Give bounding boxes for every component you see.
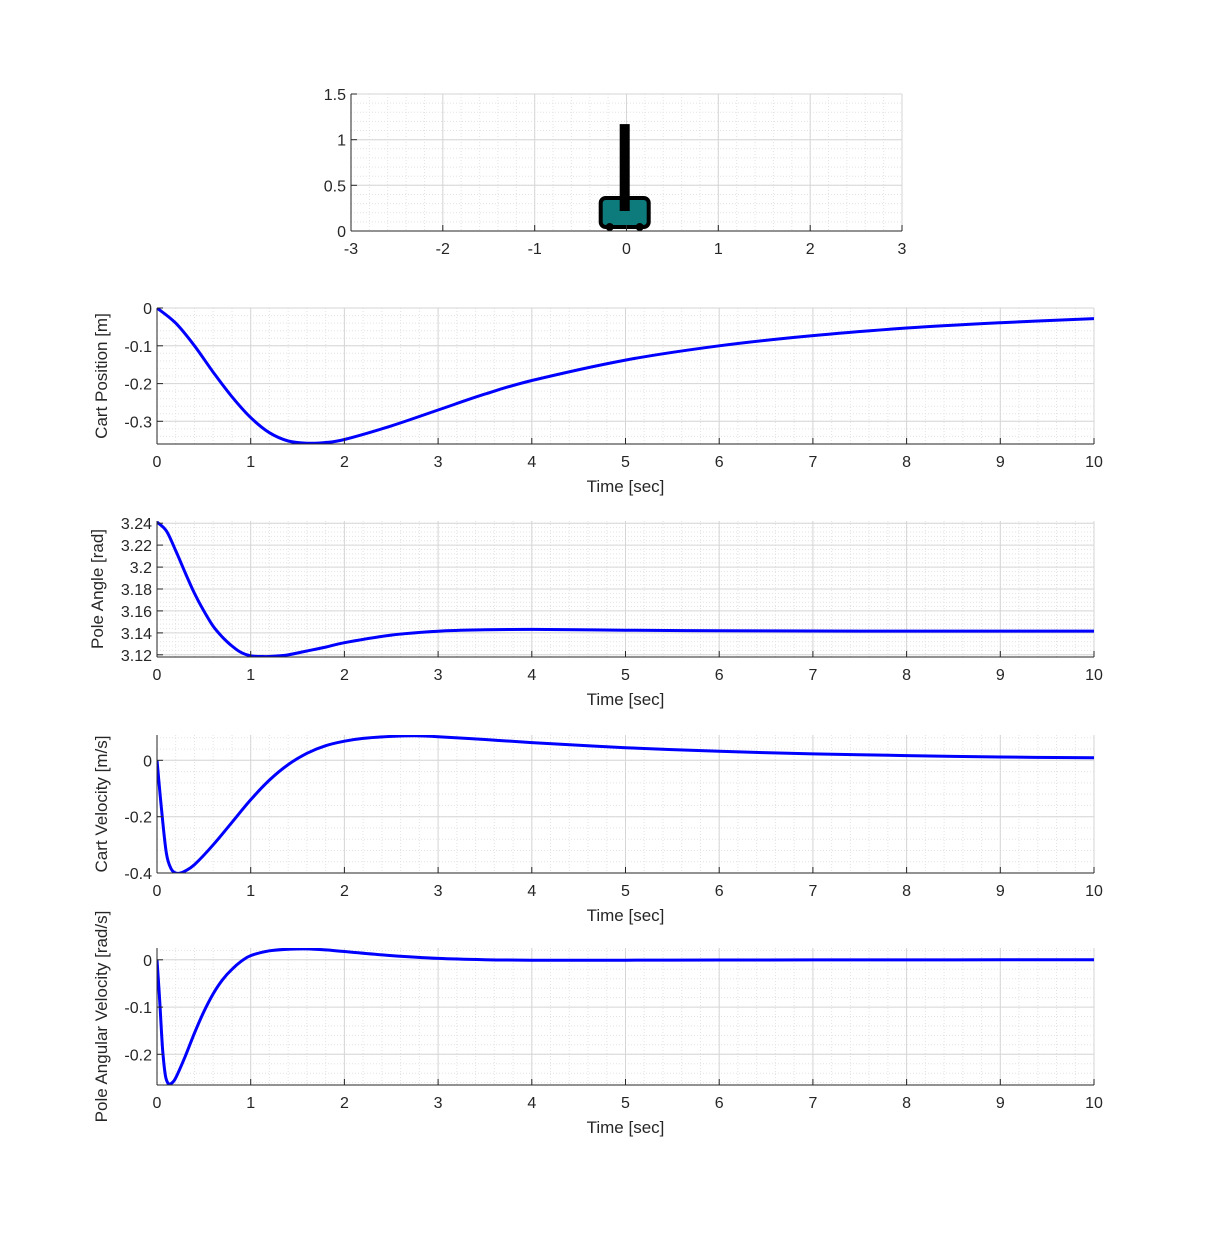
x-tick-label: 6: [715, 1095, 724, 1112]
y-tick-label: 3.2: [130, 560, 152, 577]
x-tick-label: 1: [246, 667, 255, 684]
x-tick-label: 5: [621, 1095, 630, 1112]
x-tick-label: 5: [621, 454, 630, 471]
x-tick-label: 8: [902, 454, 911, 471]
y-tick-label: 0.5: [324, 178, 346, 195]
cart-position-xlabel: Time [sec]: [587, 477, 665, 496]
y-tick-label: 3.18: [121, 582, 152, 599]
x-tick-label: 6: [715, 883, 724, 900]
x-tick-label: -3: [344, 241, 358, 258]
x-tick-label: 7: [808, 1095, 817, 1112]
x-tick-label: -1: [528, 241, 542, 258]
x-tick-label: 9: [996, 454, 1005, 471]
x-tick-label: 3: [434, 667, 443, 684]
cart-position-series-line: [157, 308, 1094, 444]
y-tick-label: 1.5: [324, 87, 346, 104]
x-tick-label: 0: [153, 1095, 162, 1112]
y-tick-label: -0.2: [124, 377, 152, 394]
x-tick-label: 3: [434, 1095, 443, 1112]
x-tick-label: 2: [340, 454, 349, 471]
x-tick-label: 4: [527, 667, 536, 684]
x-tick-label: 4: [527, 1095, 536, 1112]
y-tick-label: -0.1: [124, 339, 152, 356]
y-tick-label: 3.14: [121, 626, 152, 643]
x-tick-label: 1: [246, 454, 255, 471]
y-tick-label: 0: [143, 301, 152, 318]
y-tick-label: 3.16: [121, 604, 152, 621]
x-tick-label: 4: [527, 454, 536, 471]
x-tick-label: 9: [996, 883, 1005, 900]
x-tick-label: 5: [621, 883, 630, 900]
pole-angle-series-line: [157, 521, 1094, 657]
pole-angular-velocity-ylabel: Pole Angular Velocity [rad/s]: [92, 911, 111, 1123]
x-tick-label: 0: [622, 241, 631, 258]
cart-position-ylabel: Cart Position [m]: [92, 313, 111, 439]
y-tick-label: 3.12: [121, 648, 152, 665]
y-tick-label: -0.4: [124, 866, 152, 883]
x-tick-label: 8: [902, 1095, 911, 1112]
x-tick-label: 2: [340, 667, 349, 684]
y-tick-label: 0: [143, 953, 152, 970]
pole-angular-velocity-series-line: [157, 948, 1094, 1085]
pole-angle-ylabel: Pole Angle [rad]: [88, 529, 107, 649]
y-tick-label: 3.24: [121, 516, 152, 533]
x-tick-label: 2: [340, 1095, 349, 1112]
x-tick-label: 7: [808, 883, 817, 900]
y-tick-label: 1: [337, 133, 346, 150]
x-tick-label: 9: [996, 1095, 1005, 1112]
x-tick-label: 4: [527, 883, 536, 900]
y-tick-label: -0.3: [124, 414, 152, 431]
x-tick-label: 1: [246, 1095, 255, 1112]
y-tick-label: 3.22: [121, 538, 152, 555]
x-tick-label: 10: [1085, 454, 1103, 471]
cart-wheel-right: [635, 223, 644, 231]
x-tick-label: -2: [436, 241, 450, 258]
x-tick-label: 3: [434, 883, 443, 900]
x-tick-label: 3: [434, 454, 443, 471]
pole-angle-major-grid: [156, 521, 1095, 657]
x-tick-label: 5: [621, 667, 630, 684]
x-tick-label: 1: [246, 883, 255, 900]
y-tick-label: -0.2: [124, 1047, 152, 1064]
cart-velocity-xlabel: Time [sec]: [587, 906, 665, 925]
x-tick-label: 7: [808, 667, 817, 684]
x-tick-label: 0: [153, 454, 162, 471]
cart-position-axes: 0 1 2 3 4 5 6 7 8 9 10 0 -0.1 -0.2 -0.3 Time [sec] Cart …: [92, 301, 1103, 496]
y-tick-label: -0.2: [124, 810, 152, 827]
x-tick-label: 3: [898, 241, 907, 258]
cart-wheel-left: [605, 223, 614, 231]
pole-angle-xlabel: Time [sec]: [587, 690, 665, 709]
x-tick-label: 0: [153, 883, 162, 900]
x-tick-label: 7: [808, 454, 817, 471]
x-tick-label: 10: [1085, 667, 1103, 684]
x-tick-label: 9: [996, 667, 1005, 684]
x-tick-label: 1: [714, 241, 723, 258]
pole-angular-velocity-axes: 0 1 2 3 4 5 6 7 8 9 10 0 -0.1 -0.2 Time [sec] Pole Angu…: [92, 911, 1103, 1137]
x-tick-label: 6: [715, 667, 724, 684]
x-tick-label: 8: [902, 667, 911, 684]
pole-angular-velocity-xlabel: Time [sec]: [587, 1118, 665, 1137]
cart-pole-axes: -3 -2 -1 0 1 2 3 0 0.5 1 1.5: [324, 87, 907, 258]
cart-velocity-axes: 0 1 2 3 4 5 6 7 8 9 10 0 -0.2 -0.4 Time [sec] Cart Velo…: [92, 735, 1103, 925]
x-tick-label: 2: [806, 241, 815, 258]
y-tick-label: 0: [337, 224, 346, 241]
cart-velocity-series-line: [157, 735, 1094, 873]
cart-velocity-ylabel: Cart Velocity [m/s]: [92, 736, 111, 873]
x-tick-label: 0: [153, 667, 162, 684]
pole: [619, 124, 630, 211]
x-tick-label: 10: [1085, 1095, 1103, 1112]
x-tick-label: 6: [715, 454, 724, 471]
x-tick-label: 10: [1085, 883, 1103, 900]
x-tick-label: 2: [340, 883, 349, 900]
y-tick-label: -0.1: [124, 1000, 152, 1017]
pole-angle-axes: 0 1 2 3 4 5 6 7 8 9 10 3.24 3.22 3.2 3.18 3.16 3.14 3.12 T…: [88, 516, 1103, 709]
x-tick-label: 8: [902, 883, 911, 900]
cart-position-major-grid: [156, 307, 1095, 444]
y-tick-label: 0: [143, 753, 152, 770]
